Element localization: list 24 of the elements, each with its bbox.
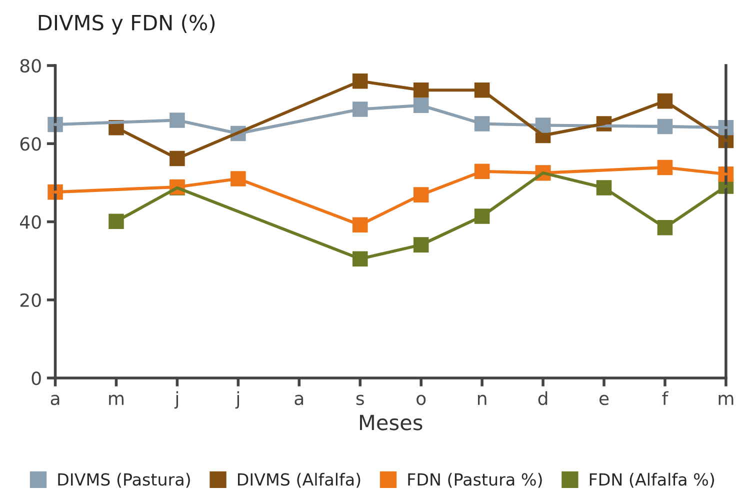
y-tick-label: 20 [20, 293, 41, 307]
x-tick-label: a [50, 394, 60, 406]
x-tick-label: a [294, 394, 304, 406]
x-tick-label: n [478, 394, 486, 405]
legend-label: DIVMS (Alfalfa) [238, 472, 360, 488]
y-tick-label: 40 [20, 215, 41, 229]
x-tick-label: d [538, 391, 548, 406]
x-axis-title: Meses [360, 414, 422, 430]
x-tick-label: o [416, 394, 426, 406]
x-tick-label: f [662, 391, 668, 405]
x-tick-label: e [599, 394, 609, 406]
x-tick-label: m [718, 394, 734, 405]
x-tick-label: j [174, 391, 178, 409]
y-tick-label: 60 [20, 137, 41, 151]
legend-label: FDN (Pastura %) [408, 472, 542, 488]
legend-label: DIVMS (Pastura) [58, 472, 190, 488]
y-tick-label: 0 [32, 371, 41, 386]
x-tick-label: m [109, 394, 124, 405]
y-axis-title: DIVMS y FDN (%) [38, 14, 215, 35]
legend-label: FDN (Alfalfa %) [590, 472, 714, 488]
y-tick-label: 80 [20, 58, 41, 73]
point [108, 214, 124, 230]
x-tick-label: j [235, 391, 239, 409]
x-tick-label: s [356, 394, 364, 406]
